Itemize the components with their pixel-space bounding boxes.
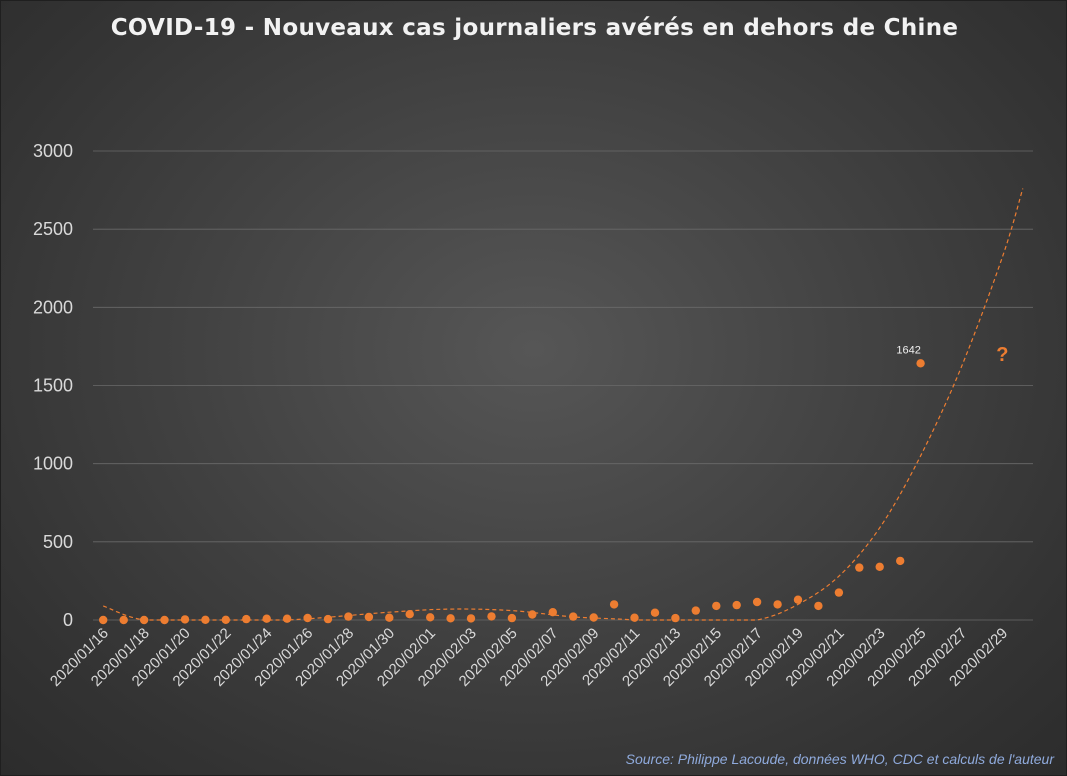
data-point bbox=[732, 600, 741, 610]
data-point bbox=[569, 612, 578, 621]
y-tick-label: 1500 bbox=[33, 376, 73, 396]
data-point bbox=[834, 588, 844, 597]
data-point bbox=[364, 612, 374, 622]
y-tick-label: 500 bbox=[43, 532, 73, 552]
data-point bbox=[875, 562, 884, 571]
y-tick-label: 1000 bbox=[33, 454, 73, 474]
data-points bbox=[99, 359, 925, 625]
data-point bbox=[712, 601, 721, 611]
y-tick-label: 0 bbox=[63, 610, 73, 630]
annotations: 1642? bbox=[896, 344, 1008, 366]
data-point bbox=[426, 613, 435, 622]
data-point bbox=[773, 600, 782, 609]
trendline bbox=[102, 188, 1024, 621]
data-point bbox=[793, 595, 803, 604]
data-point bbox=[896, 556, 905, 566]
data-point bbox=[609, 600, 619, 609]
data-point bbox=[650, 608, 660, 617]
data-point bbox=[814, 601, 823, 611]
data-point bbox=[323, 614, 333, 624]
data-point bbox=[303, 613, 312, 623]
data-point bbox=[221, 615, 230, 624]
data-point bbox=[752, 597, 762, 607]
y-axis-ticks: 0 500 1000 1500 2000 2500 3000 bbox=[33, 141, 73, 630]
data-point bbox=[119, 615, 128, 625]
chart-title: COVID-19 - Nouveaux cas journaliers avér… bbox=[110, 15, 959, 41]
y-tick-label: 2500 bbox=[33, 219, 73, 239]
data-point bbox=[385, 613, 394, 622]
data-point bbox=[282, 614, 292, 623]
data-point bbox=[405, 610, 414, 619]
data-point bbox=[242, 614, 251, 624]
data-point bbox=[344, 612, 353, 621]
data-point bbox=[855, 563, 864, 572]
data-point bbox=[139, 615, 149, 625]
data-point bbox=[507, 613, 517, 623]
data-point bbox=[99, 615, 108, 625]
data-point bbox=[180, 615, 190, 624]
data-point bbox=[548, 608, 557, 617]
y-tick-label: 2000 bbox=[33, 297, 73, 317]
x-axis-ticks: 2020/01/162020/01/182020/01/202020/01/22… bbox=[47, 625, 1011, 690]
data-point bbox=[671, 613, 680, 623]
question-mark-annotation: ? bbox=[996, 344, 1008, 366]
data-point bbox=[528, 610, 537, 619]
data-label: 1642 bbox=[896, 344, 920, 356]
data-point bbox=[630, 613, 639, 622]
data-point bbox=[487, 612, 496, 621]
data-point bbox=[160, 615, 169, 625]
data-point bbox=[916, 359, 925, 368]
grid-lines bbox=[93, 150, 1033, 621]
data-point bbox=[262, 614, 271, 623]
y-tick-label: 3000 bbox=[33, 141, 73, 161]
source-note: Source: Philippe Lacoude, données WHO, C… bbox=[625, 751, 1054, 767]
data-point bbox=[691, 606, 700, 615]
data-point bbox=[446, 614, 455, 623]
data-point bbox=[201, 615, 210, 624]
data-point bbox=[466, 614, 476, 623]
data-point bbox=[589, 613, 598, 622]
